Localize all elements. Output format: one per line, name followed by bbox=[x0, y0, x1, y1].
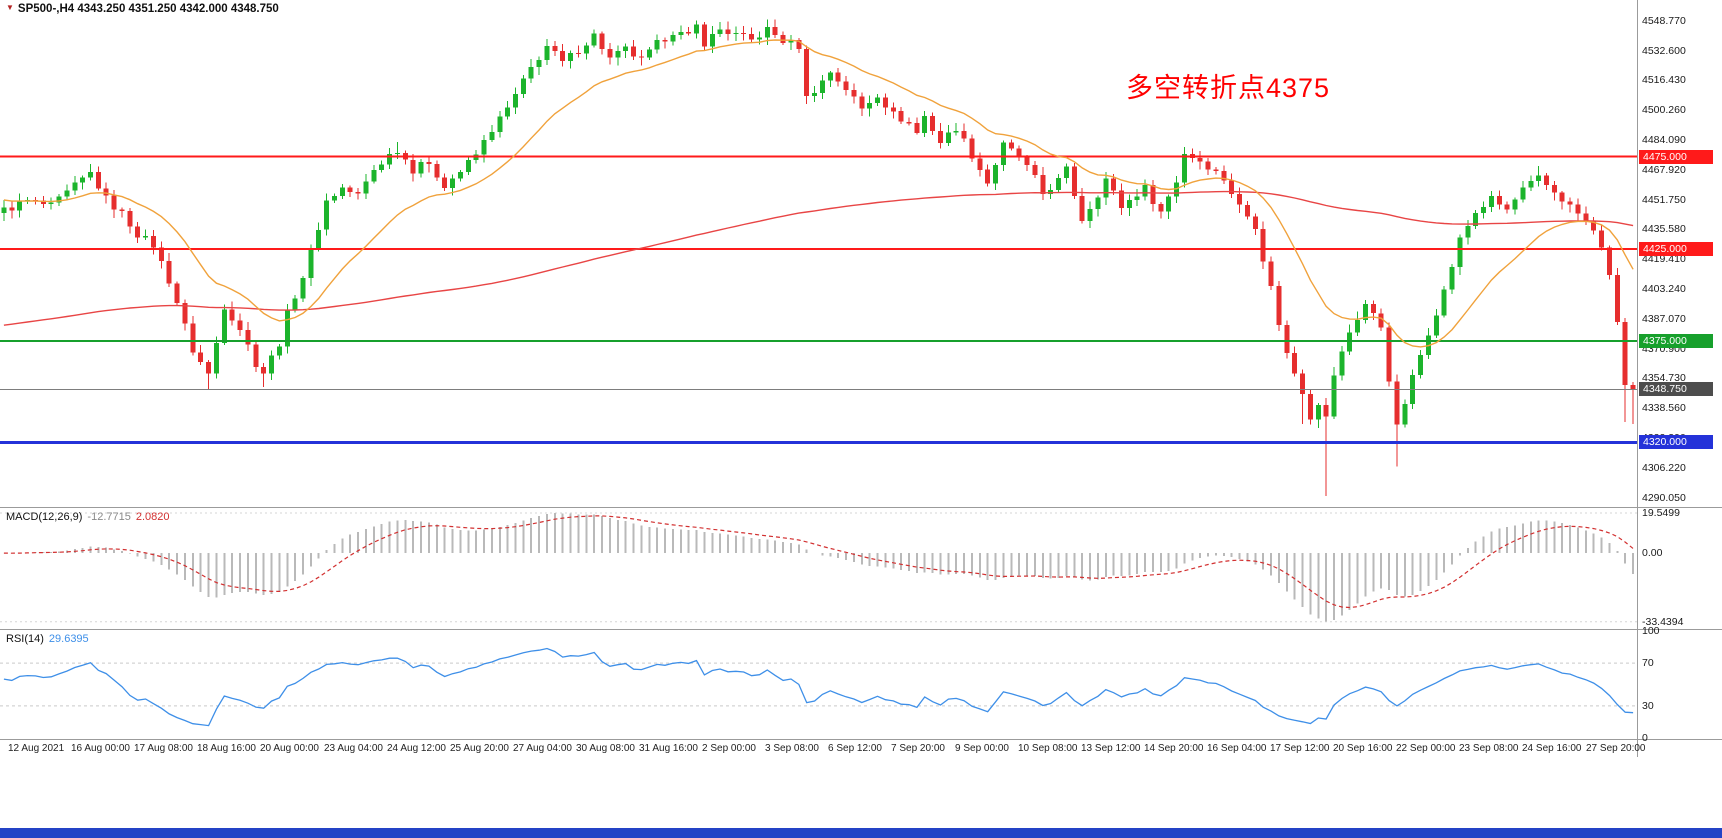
price-tick-label: 4354.730 bbox=[1642, 372, 1686, 385]
price-chart-svg[interactable] bbox=[0, 0, 1722, 760]
time-tick-label: 14 Sep 20:00 bbox=[1144, 743, 1204, 754]
price-level-badge: 4425.000 bbox=[1639, 241, 1713, 256]
price-tick-label: 4338.560 bbox=[1642, 402, 1686, 415]
price-tick-label: 4419.410 bbox=[1642, 253, 1686, 266]
time-tick-label: 10 Sep 08:00 bbox=[1018, 743, 1078, 754]
time-tick-label: 23 Aug 04:00 bbox=[324, 743, 383, 754]
time-tick-label: 27 Aug 04:00 bbox=[513, 743, 572, 754]
time-tick-label: 25 Aug 20:00 bbox=[450, 743, 509, 754]
time-tick-label: 7 Sep 20:00 bbox=[891, 743, 945, 754]
time-tick-label: 20 Sep 16:00 bbox=[1333, 743, 1393, 754]
macd-name: MACD(12,26,9) bbox=[6, 511, 83, 523]
rsi-value: 29.6395 bbox=[48, 633, 89, 645]
time-tick-label: 17 Aug 08:00 bbox=[134, 743, 193, 754]
rsi-scale-label: 70 bbox=[1642, 657, 1654, 670]
macd-indicator-label: MACD(12,26,9) -12.7715 2.0820 bbox=[6, 511, 175, 523]
macd-scale-label: -33.4394 bbox=[1642, 615, 1684, 628]
rsi-scale-label: 0 bbox=[1642, 732, 1648, 744]
price-scale[interactable]: 4548.770 4532.600 4516.430 4500.260 4484.090… bbox=[1638, 0, 1722, 758]
time-tick-label: 18 Aug 16:00 bbox=[197, 743, 256, 754]
time-tick-label: 31 Aug 16:00 bbox=[639, 743, 698, 754]
time-tick-label: 16 Sep 04:00 bbox=[1207, 743, 1267, 754]
candles-layer bbox=[1, 19, 1636, 496]
price-tick-label: 4467.920 bbox=[1642, 163, 1686, 176]
price-tick-label: 4290.050 bbox=[1642, 491, 1686, 504]
time-tick-label: 27 Sep 20:00 bbox=[1586, 743, 1646, 754]
price-tick-label: 4451.750 bbox=[1642, 193, 1686, 206]
macd-value-signal: 2.0820 bbox=[135, 511, 170, 523]
macd-value-main: -12.7715 bbox=[87, 511, 131, 523]
rsi-indicator-label: RSI(14) 29.6395 bbox=[6, 633, 94, 645]
price-tick-label: 4500.260 bbox=[1642, 104, 1686, 117]
price-tick-label: 4532.600 bbox=[1642, 44, 1686, 57]
price-tick-label: 4387.070 bbox=[1642, 312, 1686, 325]
time-tick-label: 17 Sep 12:00 bbox=[1270, 743, 1330, 754]
price-level-badge: 4320.000 bbox=[1639, 435, 1713, 450]
price-level-badge: 4375.000 bbox=[1639, 334, 1713, 349]
time-tick-label: 9 Sep 00:00 bbox=[955, 743, 1009, 754]
horizontal-level-lines bbox=[0, 155, 1637, 444]
time-tick-label: 2 Sep 00:00 bbox=[702, 743, 756, 754]
ma-slow-line bbox=[3, 190, 1634, 326]
time-tick-label: 16 Aug 00:00 bbox=[71, 743, 130, 754]
rsi-scale-label: 100 bbox=[1642, 625, 1660, 637]
price-tick-label: 4484.090 bbox=[1642, 133, 1686, 146]
pane-separators bbox=[0, 0, 1722, 757]
time-tick-label: 12 Aug 2021 bbox=[8, 743, 65, 754]
time-axis[interactable]: 12 Aug 2021 16 Aug 00:00 17 Aug 08:00 18 Au… bbox=[0, 740, 1722, 760]
symbol-marker-icon: ▼ bbox=[6, 3, 14, 12]
price-tick-label: 4548.770 bbox=[1642, 14, 1686, 27]
macd-scale-label: 0.00 bbox=[1642, 547, 1663, 560]
price-tick-label: 4516.430 bbox=[1642, 74, 1686, 87]
rsi-name: RSI(14) bbox=[6, 633, 44, 645]
time-tick-label: 3 Sep 08:00 bbox=[765, 743, 819, 754]
time-tick-label: 6 Sep 12:00 bbox=[828, 743, 882, 754]
price-tick-label: 4435.580 bbox=[1642, 223, 1686, 236]
time-tick-label: 30 Aug 08:00 bbox=[576, 743, 635, 754]
time-tick-label: 22 Sep 00:00 bbox=[1396, 743, 1456, 754]
rsi-scale-label: 30 bbox=[1642, 699, 1654, 712]
price-tick-label: 4403.240 bbox=[1642, 283, 1686, 295]
macd-signal-line bbox=[3, 515, 1634, 609]
time-tick-label: 24 Aug 12:00 bbox=[387, 743, 446, 754]
price-level-badge: 4475.000 bbox=[1639, 149, 1713, 164]
macd-scale-label: 19.5499 bbox=[1642, 507, 1680, 520]
price-tick-label: 4306.220 bbox=[1642, 461, 1686, 474]
time-tick-label: 20 Aug 00:00 bbox=[260, 743, 319, 754]
symbol-ohlc-title: ▼ SP500-,H4 4343.250 4351.250 4342.000 43… bbox=[6, 3, 279, 15]
macd-histogram bbox=[10, 513, 1635, 622]
time-tick-label: 23 Sep 08:00 bbox=[1459, 743, 1519, 754]
taskbar-strip[interactable] bbox=[0, 828, 1722, 838]
time-tick-label: 13 Sep 12:00 bbox=[1081, 743, 1141, 754]
annotation-text: 多空转折点4375 bbox=[1126, 73, 1331, 103]
ma-fast-line bbox=[3, 39, 1634, 348]
rsi-line bbox=[3, 647, 1634, 727]
symbol-ohlc-text: SP500-,H4 4343.250 4351.250 4342.000 434… bbox=[17, 3, 279, 15]
price-level-badge: 4348.750 bbox=[1639, 382, 1713, 397]
time-tick-label: 24 Sep 16:00 bbox=[1522, 743, 1582, 754]
